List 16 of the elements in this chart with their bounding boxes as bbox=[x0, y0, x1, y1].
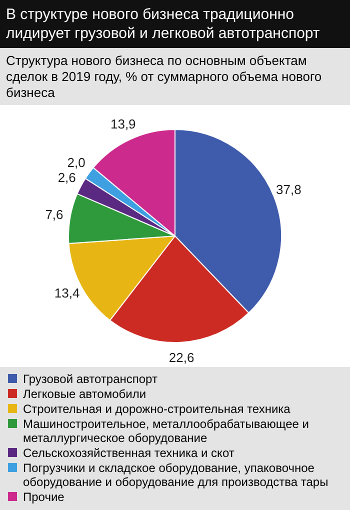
legend-label: Строительная и дорожно-строительная техника bbox=[23, 402, 290, 416]
chart-subtitle: Структура нового бизнеса по основным объектам сделок в 2019 году, % от суммарного объема нового бизнеса bbox=[0, 48, 350, 105]
legend-label: Легковые автомобили bbox=[23, 387, 146, 401]
data-label: 22,6 bbox=[168, 350, 194, 365]
legend-label: Сельскохозяйственная техника и скот bbox=[23, 446, 234, 460]
data-label: 37,8 bbox=[276, 182, 302, 197]
legend-label: Прочие bbox=[23, 490, 64, 504]
data-label: 13,4 bbox=[54, 285, 80, 300]
legend-label: Машиностроительное, металлообрабатывающее и металлургическое оборудование bbox=[23, 417, 310, 445]
data-label: 2,0 bbox=[67, 155, 86, 170]
legend-label: Погрузчики и складское оборудование, упаковочное оборудование и оборудование для производства тары bbox=[23, 461, 330, 489]
data-label: 7,6 bbox=[45, 207, 64, 222]
data-label: 13,9 bbox=[110, 116, 136, 132]
data-label: 2,6 bbox=[58, 170, 76, 186]
legend-label: Грузовой автотранспорт bbox=[23, 372, 158, 386]
chart-title: В структуре нового бизнеса традиционно лидирует грузовой и легковой автотранспорт bbox=[0, 0, 350, 48]
